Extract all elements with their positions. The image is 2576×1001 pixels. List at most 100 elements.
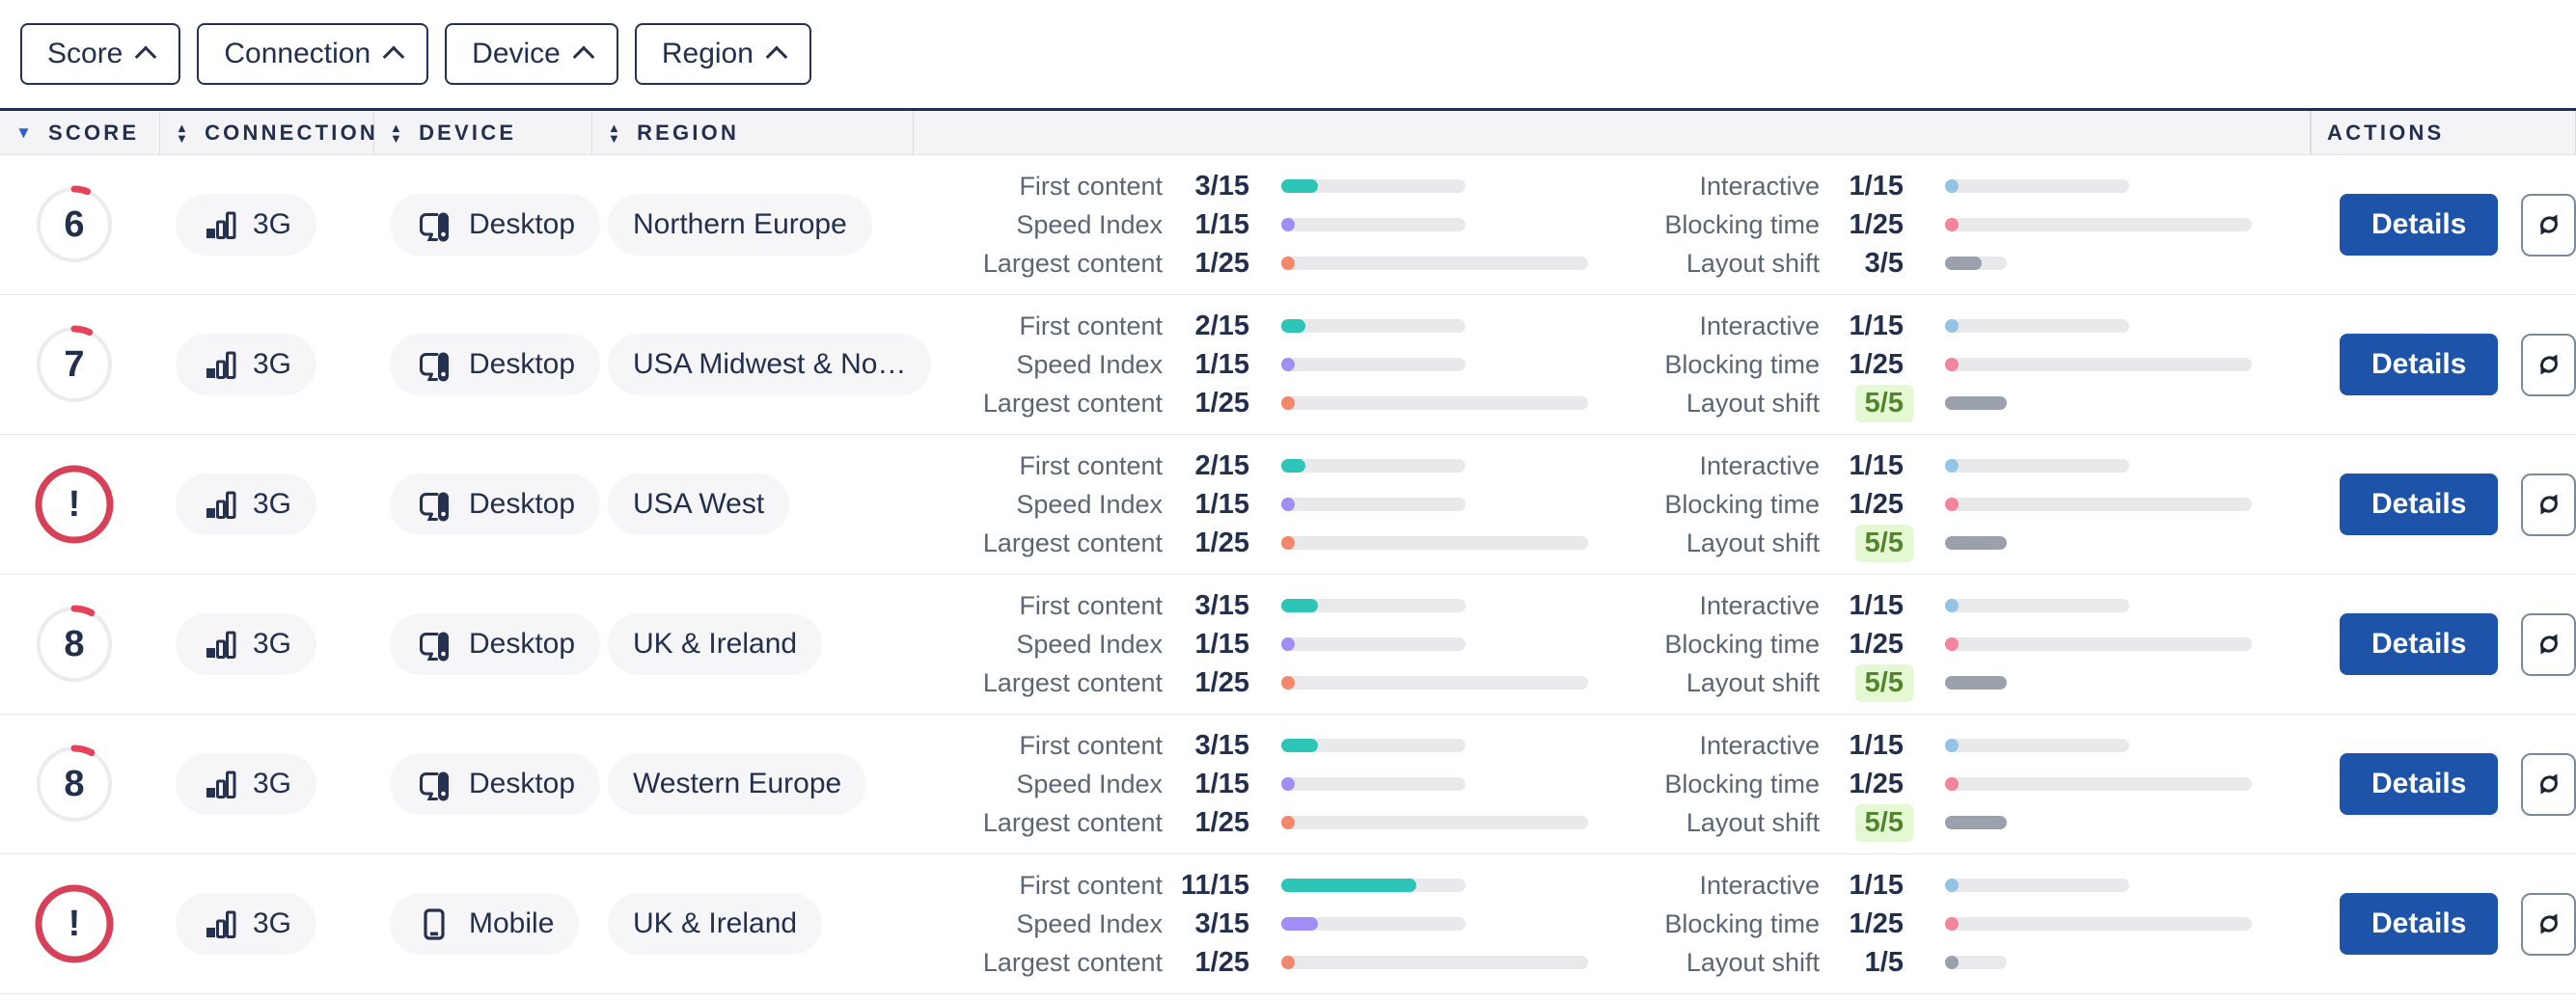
metric-value: 1/25 bbox=[1194, 247, 1249, 279]
metric-line: First content 3/15 bbox=[914, 586, 1600, 625]
device-label: Desktop bbox=[469, 768, 576, 799]
metrics-right: Interactive 1/15 Blocking time 1/25 bbox=[1600, 167, 2311, 283]
connection-cell: 3G bbox=[160, 854, 374, 993]
score-value: 8 bbox=[64, 623, 85, 664]
connection-pill: 3G bbox=[176, 473, 317, 535]
metrics-left: First content 11/15 Speed Index 3/15 bbox=[914, 866, 1600, 982]
refresh-button[interactable] bbox=[2521, 333, 2576, 396]
details-button[interactable]: Details bbox=[2340, 194, 2499, 256]
score-arc bbox=[35, 325, 114, 404]
metrics-right: Interactive 1/15 Blocking time 1/25 bbox=[1600, 586, 2311, 702]
metric-track bbox=[1945, 536, 2007, 550]
metric-label: Interactive bbox=[1699, 870, 1820, 900]
metric-value: 1/25 bbox=[1849, 907, 1904, 939]
filter-connection-button[interactable]: Connection bbox=[197, 23, 429, 85]
device-cell: Desktop bbox=[374, 295, 601, 434]
table-row: 8 3G bbox=[0, 715, 2576, 854]
metric-track bbox=[1945, 956, 2007, 969]
metric-label: First content bbox=[1019, 311, 1163, 340]
device-cell: Desktop bbox=[374, 575, 601, 714]
metric-value: 1/15 bbox=[1849, 449, 1904, 481]
column-header-device[interactable]: DEVICE bbox=[374, 111, 592, 154]
region-pill: UK & Ireland bbox=[608, 893, 823, 955]
region-cell: USA Midwest & No… bbox=[592, 295, 932, 434]
metric-line: Largest content 1/25 bbox=[914, 663, 1600, 702]
metric-fill bbox=[1281, 917, 1318, 931]
connection-label: 3G bbox=[253, 907, 292, 939]
metric-label: Speed Index bbox=[1016, 769, 1163, 798]
details-button[interactable]: Details bbox=[2340, 334, 2499, 395]
metric-track bbox=[1281, 498, 1466, 511]
metric-value: 2/15 bbox=[1194, 310, 1249, 341]
refresh-button[interactable] bbox=[2521, 892, 2576, 956]
metric-value: 1/25 bbox=[1194, 527, 1249, 558]
metric-line: First content 3/15 bbox=[914, 167, 1600, 205]
metric-track bbox=[1281, 319, 1466, 333]
metric-line: First content 2/15 bbox=[914, 307, 1600, 345]
metric-value: 1/25 bbox=[1849, 628, 1904, 660]
connection-label: 3G bbox=[253, 208, 292, 240]
filter-device-label: Device bbox=[472, 38, 561, 69]
metric-value: 3/15 bbox=[1194, 170, 1249, 202]
filter-score-button[interactable]: Score bbox=[20, 23, 181, 85]
refresh-button[interactable] bbox=[2521, 752, 2576, 816]
metrics-right: Interactive 1/15 Blocking time 1/25 bbox=[1600, 866, 2311, 982]
desktop-icon bbox=[420, 352, 449, 382]
metric-line: Layout shift 1/5 bbox=[1600, 943, 2311, 982]
metric-track bbox=[1945, 599, 2129, 612]
metrics-left: First content 3/15 Speed Index 1/15 bbox=[914, 586, 1600, 702]
signal-bars-icon bbox=[206, 211, 236, 239]
device-label: Mobile bbox=[469, 907, 555, 939]
chevron-up-icon bbox=[765, 45, 788, 68]
device-label: Desktop bbox=[469, 208, 576, 240]
metric-fill bbox=[1945, 179, 1959, 193]
details-button[interactable]: Details bbox=[2340, 473, 2499, 535]
table-row: ! 3G bbox=[0, 854, 2576, 994]
sort-icon bbox=[608, 122, 623, 144]
details-button[interactable]: Details bbox=[2340, 613, 2499, 675]
metric-label: First content bbox=[1019, 171, 1163, 201]
metric-track bbox=[1281, 637, 1466, 651]
refresh-button[interactable] bbox=[2521, 193, 2576, 257]
column-header-region[interactable]: REGION bbox=[592, 111, 914, 154]
metric-value: 1/15 bbox=[1849, 170, 1904, 202]
refresh-button[interactable] bbox=[2521, 612, 2576, 676]
metric-label: Speed Index bbox=[1016, 489, 1163, 519]
metric-track bbox=[1281, 396, 1588, 410]
score-ring bbox=[35, 744, 114, 824]
filter-region-label: Region bbox=[661, 38, 754, 69]
metric-line: Largest content 1/25 bbox=[914, 803, 1600, 842]
metric-fill bbox=[1945, 917, 1959, 931]
metric-label: Blocking time bbox=[1664, 489, 1820, 519]
refresh-button[interactable] bbox=[2521, 473, 2576, 536]
metric-track bbox=[1281, 179, 1466, 193]
metric-track bbox=[1945, 257, 2007, 270]
details-button[interactable]: Details bbox=[2340, 893, 2499, 955]
device-pill: Desktop bbox=[390, 613, 601, 675]
metric-line: Blocking time 1/25 bbox=[1600, 765, 2311, 803]
metric-fill bbox=[1281, 396, 1295, 410]
metrics-cell: First content 2/15 Speed Index 1/15 bbox=[914, 435, 2311, 574]
filter-device-button[interactable]: Device bbox=[445, 23, 618, 85]
metric-value: 1/25 bbox=[1194, 946, 1249, 978]
details-button[interactable]: Details bbox=[2340, 753, 2499, 815]
chevron-up-icon bbox=[572, 45, 595, 68]
score-value: 7 bbox=[64, 343, 85, 385]
column-header-score[interactable]: SCORE bbox=[0, 111, 160, 154]
column-header-connection[interactable]: CONNECTION bbox=[160, 111, 375, 154]
metric-line: Speed Index 1/15 bbox=[914, 765, 1600, 803]
metric-label: Layout shift bbox=[1685, 667, 1820, 697]
metrics-cell: First content 11/15 Speed Index 3/15 bbox=[914, 854, 2311, 993]
score-ring bbox=[35, 325, 114, 404]
connection-label: 3G bbox=[253, 768, 292, 799]
sort-icon bbox=[176, 122, 191, 144]
metric-fill bbox=[1281, 257, 1295, 270]
metric-track bbox=[1281, 816, 1588, 829]
metric-fill bbox=[1281, 956, 1295, 969]
filter-region-button[interactable]: Region bbox=[634, 23, 811, 85]
score-indicator: 8 bbox=[34, 744, 115, 825]
column-header-actions-label: ACTIONS bbox=[2327, 120, 2445, 145]
metric-label: Speed Index bbox=[1016, 349, 1163, 379]
metric-track bbox=[1945, 396, 2007, 410]
score-arc bbox=[35, 744, 114, 824]
